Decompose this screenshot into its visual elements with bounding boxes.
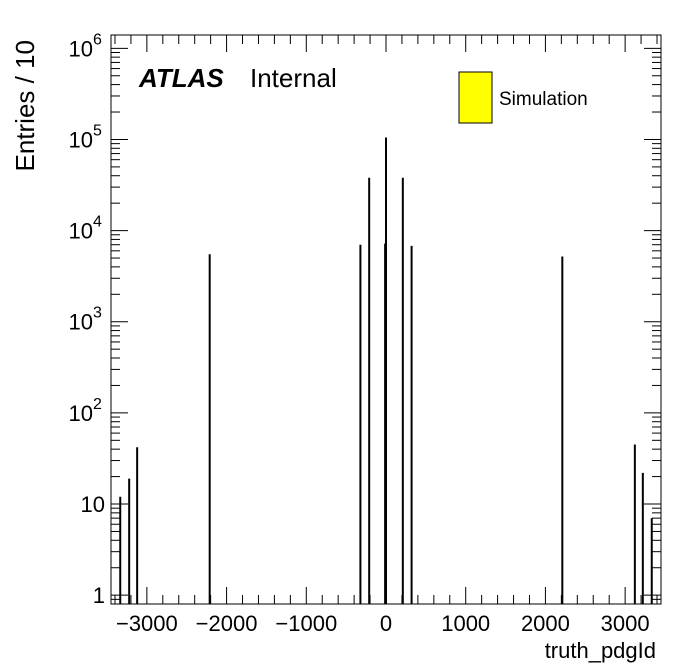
y-tick-label-6: 10 — [69, 36, 93, 61]
x-tick-label-3: 0 — [380, 611, 392, 636]
y-tick-label-5: 10 — [69, 127, 93, 152]
y-axis-minor-ticks — [111, 51, 661, 600]
x-axis-minor-ticks — [114, 35, 658, 604]
y-tick-exponent-6: 6 — [93, 31, 102, 48]
y-tick-label-0: 1 — [93, 583, 105, 608]
x-axis-title: truth_pdgId — [545, 638, 656, 663]
histogram-bars — [119, 137, 653, 604]
y-tick-exponent-4: 4 — [93, 214, 102, 231]
x-tick-label-4: 1000 — [441, 611, 490, 636]
legend: Simulation — [458, 71, 588, 124]
x-axis-major-ticks — [146, 35, 626, 604]
y-tick-label-2: 10 — [69, 401, 93, 426]
y-tick-label-4: 10 — [69, 219, 93, 244]
x-axis-tick-labels: −3000 −2000 −1000 0 1000 2000 3000 — [116, 611, 650, 636]
y-axis-major-ticks — [111, 47, 661, 596]
legend-label-simulation: Simulation — [499, 89, 588, 110]
x-tick-label-5: 2000 — [521, 611, 570, 636]
y-tick-exponent-5: 5 — [93, 122, 102, 139]
x-tick-label-1: −2000 — [196, 611, 258, 636]
x-tick-label-6: 3000 — [601, 611, 650, 636]
x-tick-label-0: −3000 — [116, 611, 178, 636]
legend-swatch-simulation — [458, 71, 493, 124]
atlas-label: ATLAS — [138, 63, 224, 93]
plot-frame — [110, 34, 662, 605]
y-tick-label-3: 10 — [69, 310, 93, 335]
atlas-internal-label: Internal — [250, 63, 337, 93]
y-axis-title: Entries / 10 — [10, 40, 40, 172]
x-tick-label-2: −1000 — [275, 611, 337, 636]
y-tick-exponent-2: 2 — [93, 396, 102, 413]
y-tick-exponent-3: 3 — [93, 305, 102, 322]
y-tick-label-1: 10 — [81, 492, 105, 517]
